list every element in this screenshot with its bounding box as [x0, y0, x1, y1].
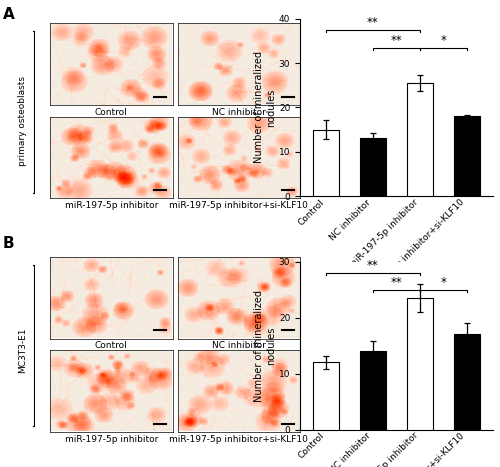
Bar	[360, 138, 386, 196]
X-axis label: miR-197-5p inhibitor: miR-197-5p inhibitor	[64, 201, 158, 210]
X-axis label: NC inhibitor: NC inhibitor	[212, 341, 266, 350]
Bar	[313, 362, 338, 430]
Text: A: A	[2, 7, 14, 22]
Y-axis label: Number of mineralized
nodules: Number of mineralized nodules	[254, 290, 276, 402]
Bar	[454, 116, 479, 196]
Text: B: B	[2, 236, 14, 251]
X-axis label: Control: Control	[95, 341, 128, 350]
X-axis label: Control: Control	[95, 108, 128, 117]
Bar	[454, 334, 479, 430]
Y-axis label: Number of mineralized
nodules: Number of mineralized nodules	[254, 51, 276, 163]
Bar	[313, 129, 338, 196]
X-axis label: miR-197-5p inhibitor: miR-197-5p inhibitor	[64, 435, 158, 444]
Text: *: *	[440, 276, 446, 289]
X-axis label: NC inhibitor: NC inhibitor	[212, 108, 266, 117]
Text: **: **	[390, 276, 402, 289]
Text: **: **	[367, 16, 378, 29]
Text: MC3T3-E1: MC3T3-E1	[18, 327, 27, 373]
Text: **: **	[367, 259, 378, 272]
Text: primary osteoblasts: primary osteoblasts	[18, 77, 27, 166]
Bar	[407, 83, 432, 196]
Text: **: **	[390, 34, 402, 47]
X-axis label: miR-197-5p inhibitor+si-KLF10: miR-197-5p inhibitor+si-KLF10	[170, 201, 308, 210]
Bar	[360, 351, 386, 430]
Bar	[407, 298, 432, 430]
Text: *: *	[440, 34, 446, 47]
X-axis label: miR-197-5p inhibitor+si-KLF10: miR-197-5p inhibitor+si-KLF10	[170, 435, 308, 444]
